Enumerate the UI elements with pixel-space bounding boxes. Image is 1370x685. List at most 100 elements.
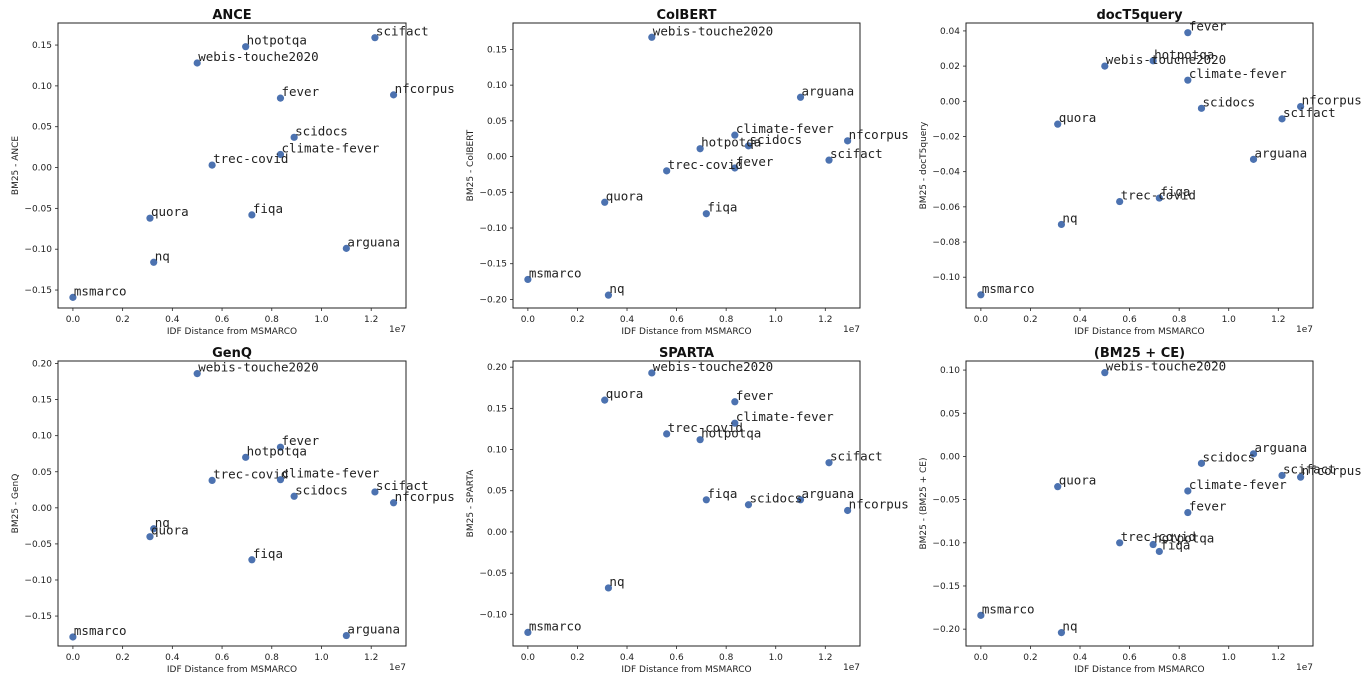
data-point-nfcorpus [844,137,852,145]
y-tick-label: 0.15 [32,41,52,51]
data-point-label: hotpotqa [701,426,761,441]
data-point-fiqa [702,210,710,218]
y-tick-label: 0.00 [32,164,52,174]
data-point-label: trec-covid [213,151,288,166]
chart-title: ColBERT [656,8,716,23]
data-point-label: msmarco [529,265,582,280]
data-point-scifact [371,34,379,42]
data-point-nq [1057,629,1066,637]
data-point-climate-fever [1184,76,1192,84]
data-point-label: climate-fever [281,466,379,481]
chart-panel-4: GenQ 0.0 0.2 0.4 0.6 0.8 1.0 1.2 −0.15 −0.10 −0.05… [11,346,455,675]
data-point-label: quora [606,188,644,203]
x-tick-label: 0.2 [570,653,584,663]
y-tick-label: 0.00 [32,504,52,514]
x-axis-offset-label: 1e7 [1296,325,1313,335]
chart-title: (BM25 + CE) [1094,346,1185,361]
data-point-label: trec-covid [668,420,743,435]
data-point-msmarco [524,275,532,284]
y-tick-label: −0.02 [932,132,960,142]
x-tick-label: 0.6 [215,315,230,325]
data-point-label: arguana [802,486,855,501]
data-point-label: scidocs [295,482,348,497]
y-tick-label: 0.00 [487,153,507,163]
data-point-label: fiqa [253,201,283,216]
data-point-label: scifact [830,449,883,464]
y-tick-label: −0.20 [932,625,960,635]
data-point-arguana [796,93,805,101]
y-tick-label: 0.05 [487,117,507,127]
x-tick-label: 0.0 [66,653,81,663]
y-tick-label: 0.05 [32,123,52,133]
y-axis-label: BM25 - ANCE [11,136,21,196]
y-tick-label: −0.05 [932,496,960,506]
data-point-label: nfcorpus [395,81,455,96]
x-tick-label: 1.2 [364,315,378,325]
data-point-label: nq [155,515,170,530]
data-point-fiqa [248,211,256,219]
data-point-label: arguana [347,622,400,637]
data-point-webis-touche2020 [1101,62,1109,70]
data-point-quora [146,214,154,222]
x-axis-label: IDF Distance from MSMARCO [621,327,751,337]
data-point-nfcorpus [1297,102,1305,111]
data-point-label: scidocs [749,132,802,147]
data-point-webis-touche2020 [193,370,201,378]
x-tick-label: 0.8 [265,653,280,663]
x-axis-label: IDF Distance from MSMARCO [1074,665,1204,675]
data-point-quora [601,198,609,206]
y-tick-label: −0.15 [24,612,52,622]
y-tick-label: 0.00 [487,528,507,538]
chart-panel-5: SPARTA 0.0 0.2 0.4 0.6 0.8 1.0 1.2 −0.10 −0.05 0.0… [466,346,909,675]
plot-area-frame [965,22,1314,309]
data-point-hotpotqa [242,453,250,461]
data-point-label: scidocs [1202,449,1255,464]
data-point-trec-covid [1116,197,1124,206]
data-point-label: webis-touche2020 [653,359,773,374]
data-point-label: nq [1062,210,1077,225]
data-point-trec-covid [663,167,671,175]
data-point-label: arguana [1255,145,1308,160]
data-point-label: scifact [376,478,429,493]
data-point-label: nq [1062,619,1077,634]
y-tick-label: 0.15 [487,45,507,55]
y-tick-label: −0.10 [24,576,52,586]
data-point-webis-touche2020 [1101,369,1109,377]
data-point-label: nfcorpus [1302,93,1362,108]
data-point-label: trec-covid [668,157,743,172]
y-tick-label: 0.02 [940,62,960,72]
y-tick-label: 0.05 [487,487,507,497]
data-point-arguana [1249,155,1258,163]
data-point-label: quora [1059,473,1097,488]
data-point-label: scidocs [749,491,802,506]
data-point-nq [150,525,158,533]
data-point-trec-covid [208,161,216,169]
x-tick-label: 0.0 [974,315,989,325]
data-point-fever [276,443,285,451]
data-point-hotpotqa [696,436,704,444]
y-tick-label: 0.10 [487,81,507,91]
data-point-label: fever [736,154,774,169]
chart-title: ANCE [212,8,251,23]
data-point-label: scifact [830,146,883,161]
data-point-trec-covid [663,430,671,438]
data-point-label: hotpotqa [1154,531,1214,546]
y-tick-label: 0.10 [940,366,960,376]
y-tick-label: −0.15 [932,582,960,592]
data-point-climate-fever [731,419,739,427]
x-tick-label: 0.2 [1023,653,1037,663]
x-tick-label: 0.6 [1122,315,1137,325]
data-point-webis-touche2020 [648,369,656,377]
y-tick-label: −0.10 [932,539,960,549]
chart-title: docT5query [1096,8,1183,23]
data-point-label: fiqa [707,486,737,501]
chart-panel-3: docT5query 0.0 0.2 0.4 0.6 0.8 1.0 1.2 −0.10 −0.0… [919,8,1362,337]
y-tick-label: 0.10 [32,82,52,92]
x-tick-label: 0.6 [669,653,684,663]
data-point-arguana [342,244,350,252]
x-tick-label: 0.4 [620,653,635,663]
data-point-nq [1057,220,1066,229]
x-tick-label: 0.2 [115,653,129,663]
data-point-label: fiqa [707,200,737,215]
